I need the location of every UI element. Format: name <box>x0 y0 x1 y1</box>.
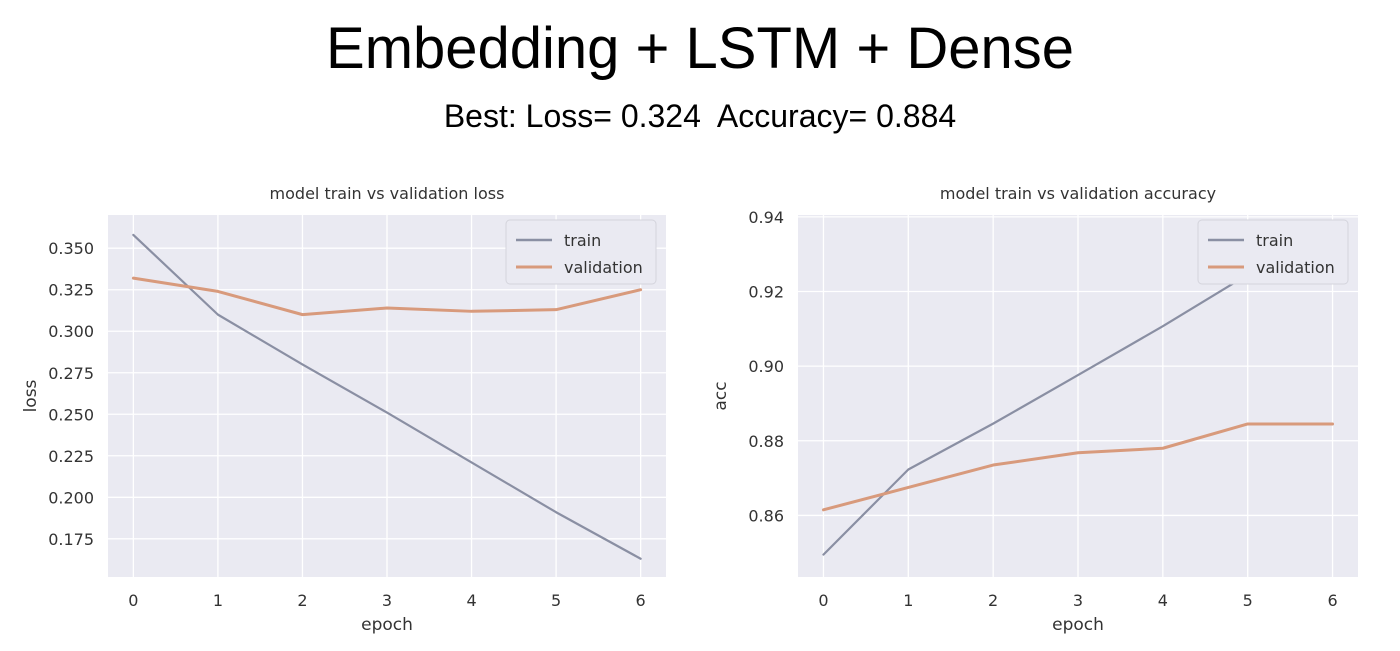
legend-label-train: train <box>1256 231 1293 250</box>
x-tick-label: 1 <box>903 591 913 610</box>
x-axis-label: epoch <box>361 615 413 635</box>
y-axis-label: acc <box>711 381 731 410</box>
x-tick-label: 0 <box>818 591 828 610</box>
x-tick-label: 3 <box>382 591 392 610</box>
y-tick-label: 0.92 <box>748 283 784 302</box>
legend: train validation <box>505 219 657 285</box>
x-tick-label: 3 <box>1073 591 1083 610</box>
figure-title: Embedding + LSTM + Dense <box>326 16 1074 81</box>
legend-label-validation: validation <box>564 258 643 277</box>
x-tick-label: 4 <box>466 591 476 610</box>
x-tick-label: 6 <box>636 591 646 610</box>
y-tick-label: 0.300 <box>48 322 94 341</box>
y-tick-label: 0.88 <box>748 432 784 451</box>
chart-accuracy: 0 1 2 3 4 5 6 0.86 0.88 0.90 0.92 0.94 model train v… <box>711 184 1358 635</box>
y-tick-label: 0.350 <box>48 239 94 258</box>
y-tick-label: 0.200 <box>48 488 94 507</box>
x-tick-label: 5 <box>1243 591 1253 610</box>
x-tick-label: 4 <box>1158 591 1168 610</box>
x-tick-label: 2 <box>297 591 307 610</box>
y-tick-label: 0.94 <box>748 208 784 227</box>
y-tick-label: 0.90 <box>748 357 784 376</box>
y-tick-label: 0.250 <box>48 405 94 424</box>
legend: train validation <box>1197 219 1349 285</box>
y-tick-label: 0.225 <box>48 447 94 466</box>
x-tick-label: 6 <box>1327 591 1337 610</box>
y-tick-label: 0.86 <box>748 506 784 525</box>
y-tick-label: 0.325 <box>48 281 94 300</box>
x-tick-label: 0 <box>128 591 138 610</box>
x-tick-label: 5 <box>551 591 561 610</box>
y-axis-label: loss <box>21 379 41 412</box>
chart-loss: 0 1 2 3 4 5 6 0.175 0.200 0.225 0.250 0.275 0.300 0.3… <box>21 184 666 635</box>
x-tick-label: 1 <box>213 591 223 610</box>
figure-subtitle: Best: Loss= 0.324 Accuracy= 0.884 <box>443 98 957 134</box>
y-tick-label: 0.175 <box>48 530 94 549</box>
legend-label-validation: validation <box>1256 258 1335 277</box>
chart-title: model train vs validation loss <box>270 184 505 203</box>
x-tick-label: 2 <box>988 591 998 610</box>
y-tick-label: 0.275 <box>48 364 94 383</box>
legend-label-train: train <box>564 231 601 250</box>
chart-title: model train vs validation accuracy <box>940 184 1216 203</box>
x-axis-label: epoch <box>1052 615 1104 635</box>
